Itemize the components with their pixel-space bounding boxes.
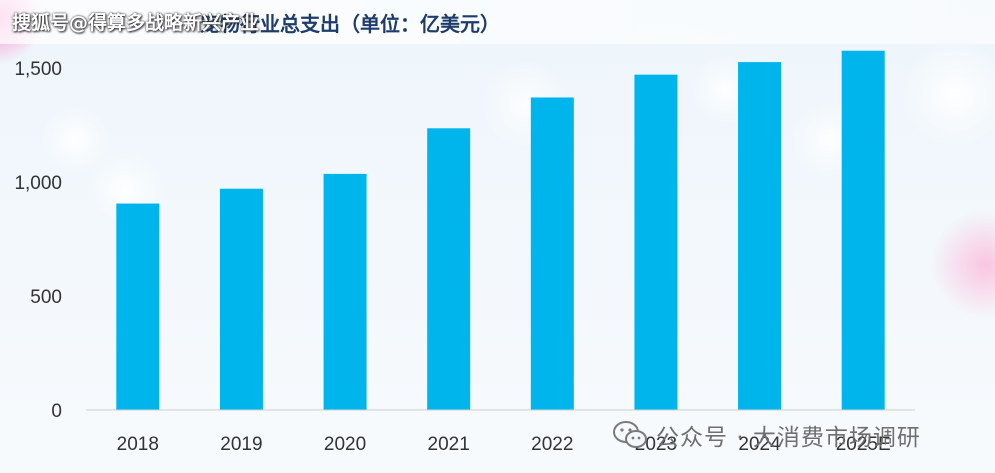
y-tick-label: 1,500 bbox=[14, 59, 62, 80]
chart-title: 宠物行业总支出（单位：亿美元） bbox=[200, 12, 500, 36]
y-axis: 0 500 1,000 1,500 bbox=[14, 59, 62, 422]
header-band bbox=[0, 0, 995, 44]
wechat-watermark: 公众号 · 大消费市场调研 bbox=[612, 418, 921, 452]
bar-2022 bbox=[530, 97, 574, 410]
x-tick-label: 2018 bbox=[117, 434, 159, 455]
sohu-watermark: 搜狐号@得算多战略新兴产业 bbox=[12, 12, 260, 34]
x-axis: 2018 2019 2020 2021 2022 2023 2024 2025E bbox=[117, 434, 891, 455]
x-tick-label: 2022 bbox=[531, 434, 573, 455]
x-tick-label: 2019 bbox=[220, 434, 262, 455]
y-tick-label: 1,000 bbox=[14, 173, 62, 194]
x-tick-label: 2024 bbox=[738, 434, 781, 455]
bar-2020 bbox=[323, 173, 367, 410]
bar-2025e bbox=[841, 50, 885, 410]
x-tick-label: 2021 bbox=[428, 434, 470, 455]
bar-2019 bbox=[219, 188, 263, 410]
bars-group bbox=[116, 50, 885, 410]
bar-2021 bbox=[427, 128, 471, 410]
y-tick-label: 0 bbox=[51, 401, 62, 422]
x-tick-label: 2025E bbox=[836, 434, 891, 455]
bar-2023 bbox=[634, 74, 678, 410]
x-tick-label: 2020 bbox=[324, 434, 366, 455]
y-tick-label: 500 bbox=[30, 287, 62, 308]
bar-2018 bbox=[116, 203, 160, 410]
wechat-watermark-text: 公众号 · 大消费市场调研 bbox=[656, 425, 921, 451]
wechat-icon bbox=[612, 420, 648, 450]
bar-2024 bbox=[738, 62, 782, 410]
